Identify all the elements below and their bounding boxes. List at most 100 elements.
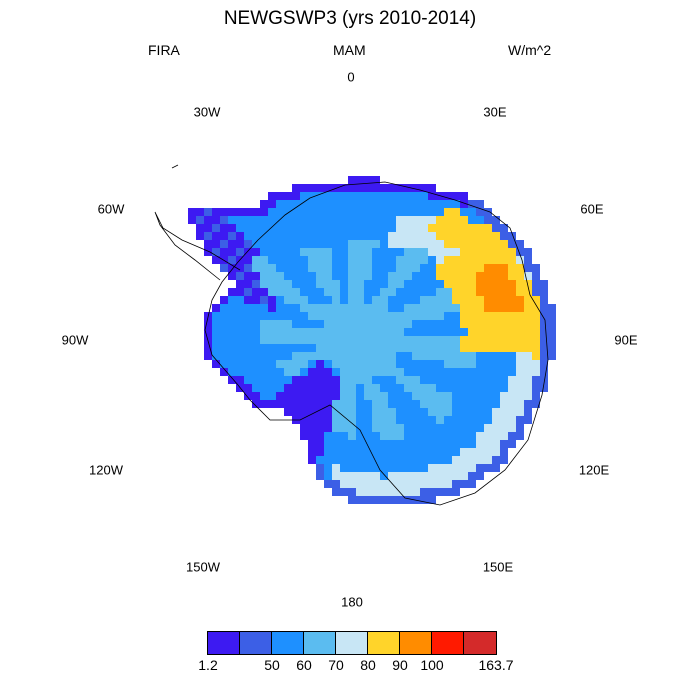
grid-cell [380, 336, 388, 344]
grid-cell [292, 264, 300, 272]
grid-cell [308, 200, 316, 208]
grid-cell [476, 240, 484, 248]
grid-cell [300, 248, 308, 256]
grid-cell [372, 176, 380, 184]
grid-cell [372, 328, 380, 336]
grid-cell [452, 264, 460, 272]
grid-cell [476, 264, 484, 272]
grid-cell [356, 216, 364, 224]
grid-cell [212, 312, 220, 320]
grid-cell [260, 400, 268, 408]
grid-cell [476, 416, 484, 424]
grid-cell [340, 296, 348, 304]
grid-cell [332, 424, 340, 432]
grid-cell [316, 264, 324, 272]
grid-cell [468, 384, 476, 392]
grid-cell [292, 344, 300, 352]
grid-cell [340, 280, 348, 288]
grid-cell [268, 320, 276, 328]
grid-cell [380, 488, 388, 496]
grid-cell [340, 392, 348, 400]
grid-cell [388, 488, 396, 496]
grid-cell [316, 368, 324, 376]
grid-cell [252, 216, 260, 224]
grid-cell [484, 288, 492, 296]
grid-cell [244, 256, 252, 264]
grid-cell [420, 384, 428, 392]
grid-cell [380, 344, 388, 352]
grid-cell [452, 480, 460, 488]
grid-cell [372, 376, 380, 384]
grid-cell [260, 272, 268, 280]
grid-cell [396, 192, 404, 200]
grid-cell [492, 328, 500, 336]
grid-cell [308, 184, 316, 192]
grid-cell [356, 472, 364, 480]
grid-cell [412, 448, 420, 456]
grid-cell [196, 224, 204, 232]
grid-cell [308, 384, 316, 392]
grid-cell [404, 376, 412, 384]
grid-cell [340, 272, 348, 280]
grid-cell [252, 256, 260, 264]
grid-cell [284, 216, 292, 224]
grid-cell [388, 288, 396, 296]
grid-cell [284, 200, 292, 208]
grid-cell [364, 272, 372, 280]
grid-cell [268, 232, 276, 240]
grid-cell [340, 328, 348, 336]
grid-cell [524, 360, 532, 368]
grid-cell [316, 280, 324, 288]
grid-cell [476, 392, 484, 400]
grid-cell [428, 224, 436, 232]
grid-cell [388, 224, 396, 232]
grid-cell [380, 200, 388, 208]
grid-cell [412, 352, 420, 360]
grid-cell [452, 272, 460, 280]
grid-cell [228, 264, 236, 272]
grid-cell [380, 272, 388, 280]
grid-cell [308, 208, 316, 216]
grid-cell [476, 360, 484, 368]
grid-cell [380, 392, 388, 400]
grid-cell [300, 288, 308, 296]
grid-cell [396, 272, 404, 280]
grid-cell [436, 472, 444, 480]
grid-cell [372, 472, 380, 480]
grid-cell [532, 336, 540, 344]
grid-cell [524, 400, 532, 408]
grid-cell [308, 432, 316, 440]
grid-cell [412, 424, 420, 432]
grid-cell [204, 328, 212, 336]
grid-cell [284, 240, 292, 248]
grid-cell [492, 240, 500, 248]
grid-cell [340, 360, 348, 368]
grid-cell [428, 280, 436, 288]
grid-cell [388, 208, 396, 216]
grid-cell [276, 256, 284, 264]
grid-cell [508, 376, 516, 384]
grid-cell [404, 496, 412, 504]
grid-cell [500, 344, 508, 352]
grid-cell [396, 320, 404, 328]
grid-cell [260, 312, 268, 320]
grid-cell [460, 408, 468, 416]
grid-cell [460, 400, 468, 408]
grid-cell [396, 480, 404, 488]
grid-cell [348, 320, 356, 328]
grid-cell [316, 416, 324, 424]
grid-cell [212, 208, 220, 216]
grid-cell [268, 200, 276, 208]
grid-cell [404, 288, 412, 296]
grid-cell [396, 416, 404, 424]
grid-cell [340, 480, 348, 488]
grid-cell [420, 440, 428, 448]
grid-cell [292, 248, 300, 256]
grid-cell [516, 256, 524, 264]
grid-cell [492, 256, 500, 264]
grid-cell [220, 208, 228, 216]
grid-cell [372, 480, 380, 488]
grid-cell [428, 368, 436, 376]
grid-cell [508, 304, 516, 312]
